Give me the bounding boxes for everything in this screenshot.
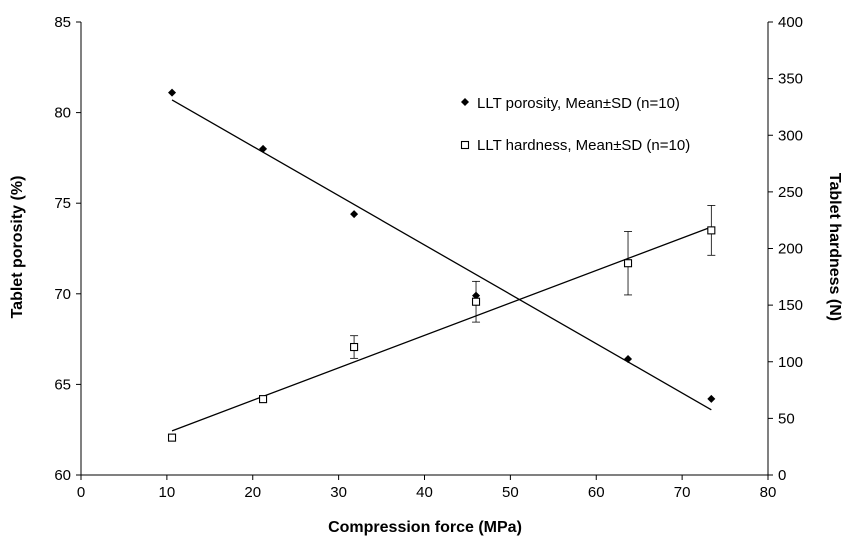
- x-tick-label: 50: [502, 484, 519, 501]
- x-tick-label: 10: [159, 484, 176, 501]
- x-tick-label: 60: [588, 484, 605, 501]
- y-right-tick-label: 250: [778, 184, 803, 201]
- y-right-tick-label: 0: [778, 467, 786, 484]
- y-right-tick-label: 50: [778, 410, 795, 427]
- y-right-tick-label: 350: [778, 71, 803, 88]
- hardness-point: [169, 434, 176, 441]
- y-axis-label-right: Tablet hardness (N): [826, 173, 843, 321]
- tick-labels: 0 10 20 30 40 50 60 70 80 60 65 70 75 80 85 0 50 100 150 20…: [54, 14, 803, 501]
- hardness-point: [351, 344, 358, 351]
- porosity-point: [350, 210, 358, 218]
- y-left-tick-label: 60: [54, 467, 71, 484]
- hardness-point: [625, 260, 632, 267]
- x-tick-label: 0: [77, 484, 85, 501]
- legend: LLT porosity, Mean±SD (n=10) LLT hardnes…: [461, 95, 690, 154]
- x-tick-label: 20: [244, 484, 261, 501]
- y-right-tick-label: 200: [778, 241, 803, 258]
- porosity-point: [259, 145, 267, 153]
- y-left-tick-label: 80: [54, 105, 71, 122]
- y-right-tick-label: 150: [778, 297, 803, 314]
- y-left-tick-label: 85: [54, 14, 71, 31]
- y-right-tick-label: 400: [778, 14, 803, 31]
- x-tick-label: 70: [674, 484, 691, 501]
- porosity-point: [707, 395, 715, 403]
- hardness-point: [260, 396, 267, 403]
- porosity-point: [624, 355, 632, 363]
- x-tick-label: 80: [760, 484, 777, 501]
- y-right-tick-label: 100: [778, 354, 803, 371]
- trendline-hardness: [172, 227, 711, 431]
- porosity-point: [168, 89, 176, 97]
- legend-label-hardness: LLT hardness, Mean±SD (n=10): [477, 137, 690, 154]
- hardness-point: [473, 298, 480, 305]
- y-left-tick-label: 75: [54, 195, 71, 212]
- hardness-point: [708, 227, 715, 234]
- legend-marker-hardness: [462, 142, 469, 149]
- legend-label-porosity: LLT porosity, Mean±SD (n=10): [477, 95, 680, 112]
- legend-marker-porosity: [461, 98, 469, 106]
- y-left-tick-label: 70: [54, 286, 71, 303]
- x-tick-label: 40: [416, 484, 433, 501]
- y-left-tick-label: 65: [54, 376, 71, 393]
- y-axis-label-left: Tablet porosity (%): [9, 176, 26, 319]
- x-tick-label: 30: [330, 484, 347, 501]
- y-right-tick-label: 300: [778, 127, 803, 144]
- x-axis-label: Compression force (MPa): [328, 519, 522, 536]
- axes: [76, 22, 773, 480]
